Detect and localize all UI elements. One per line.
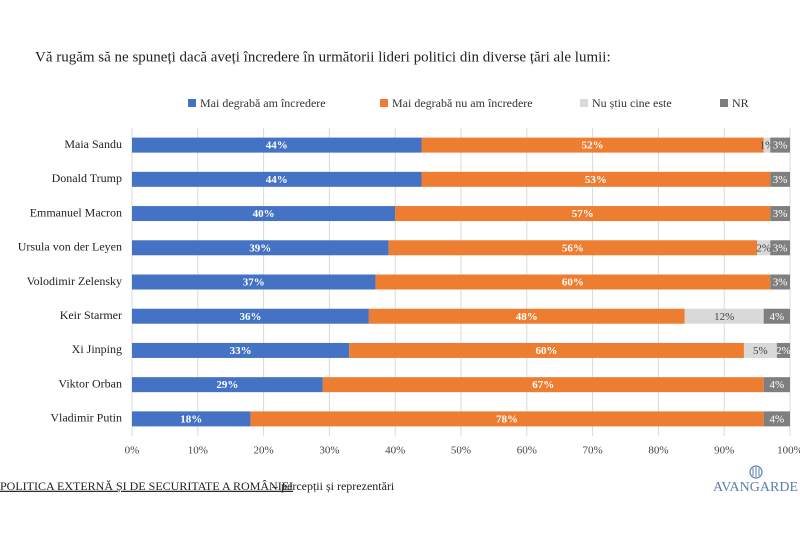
- bar-segment: [388, 240, 758, 256]
- legend-label: Nu știu cine este: [592, 96, 672, 110]
- x-tick-label: 20%: [254, 445, 274, 457]
- bar-segment: [743, 342, 777, 358]
- bar-segment: [763, 308, 790, 324]
- data-label: 3%: [773, 208, 788, 220]
- bar-segment: [770, 137, 790, 153]
- data-label: 36%: [239, 311, 261, 323]
- data-label: 3%: [773, 174, 788, 186]
- bar-segment: [132, 240, 389, 256]
- data-label: 56%: [562, 242, 584, 254]
- data-label: 57%: [572, 208, 594, 220]
- bar-segment: [776, 342, 790, 358]
- y-tick-label: Emmanuel Macron: [30, 205, 122, 219]
- x-tick-label: 30%: [319, 445, 339, 457]
- data-label: 37%: [243, 277, 265, 289]
- data-label: 3%: [773, 140, 788, 152]
- chart-title: Vă rugăm să ne spuneți dacă aveți încred…: [35, 49, 611, 65]
- y-tick-label: Donald Trump: [52, 171, 122, 185]
- bar-segment: [132, 137, 422, 153]
- data-label: 2%: [776, 345, 791, 357]
- y-tick-label: Keir Starmer: [60, 308, 122, 322]
- data-label: 60%: [562, 277, 584, 289]
- data-label: 18%: [180, 413, 202, 425]
- x-tick-label: 40%: [385, 445, 405, 457]
- bar-segment: [770, 240, 790, 256]
- data-label: 12%: [714, 311, 734, 323]
- x-tick-label: 60%: [517, 445, 537, 457]
- data-label: 2%: [756, 242, 771, 254]
- legend-swatch: [380, 99, 388, 107]
- bar-segment: [132, 342, 350, 358]
- data-label: 4%: [770, 413, 785, 425]
- bar-segment: [375, 274, 771, 290]
- data-label: 29%: [216, 379, 238, 391]
- bar-segment: [763, 377, 790, 393]
- bar-segment: [763, 411, 790, 427]
- bar-segment: [132, 274, 376, 290]
- data-label: 53%: [585, 174, 607, 186]
- x-tick-label: 100%: [777, 445, 800, 457]
- data-label: 4%: [770, 379, 785, 391]
- bar-segment: [770, 274, 790, 290]
- data-label: 5%: [753, 345, 768, 357]
- data-label: 52%: [582, 140, 604, 152]
- x-tick-label: 90%: [714, 445, 734, 457]
- bar-segment: [421, 171, 771, 187]
- bar-segment: [763, 137, 771, 153]
- y-tick-label: Volodimir Zelensky: [27, 274, 122, 288]
- bar-segment: [770, 206, 790, 222]
- footer-title: POLITICA EXTERNĂ ȘI DE SECURITATE A ROMÂ…: [0, 479, 293, 493]
- legend-swatch: [580, 99, 588, 107]
- bar-segment: [770, 171, 790, 187]
- bar-segment: [349, 342, 744, 358]
- data-label: 3%: [773, 277, 788, 289]
- bar-segment: [322, 377, 764, 393]
- logo: AVANGARDE: [713, 480, 798, 495]
- y-tick-label: Viktor Orban: [58, 376, 122, 390]
- data-label: 60%: [536, 345, 558, 357]
- x-tick-label: 10%: [188, 445, 208, 457]
- y-tick-label: Maia Sandu: [64, 137, 122, 151]
- data-label: 3%: [773, 242, 788, 254]
- footer-subtitle: – percepții și reprezentări: [271, 479, 395, 493]
- bar-segment: [132, 377, 323, 393]
- legend-label: Mai degrabă nu am încredere: [392, 96, 533, 110]
- legend-label: NR: [732, 96, 749, 110]
- data-label: 4%: [770, 311, 785, 323]
- y-tick-label: Xi Jinping: [72, 342, 122, 356]
- bar-segment: [757, 240, 771, 256]
- data-label: 67%: [532, 379, 554, 391]
- y-tick-label: Vladimir Putin: [50, 411, 122, 425]
- data-label: 44%: [266, 140, 288, 152]
- data-label: 39%: [249, 242, 271, 254]
- bar-segment: [132, 206, 396, 222]
- bar-segment: [421, 137, 764, 153]
- x-tick-label: 0%: [125, 445, 140, 457]
- data-label: 44%: [266, 174, 288, 186]
- x-tick-label: 80%: [648, 445, 668, 457]
- data-label: 78%: [496, 413, 518, 425]
- legend-swatch: [188, 99, 196, 107]
- y-tick-label: Ursula von der Leyen: [18, 240, 122, 254]
- legend-label: Mai degrabă am încredere: [200, 96, 326, 110]
- bar-segment: [132, 308, 369, 324]
- bar-segment: [368, 308, 685, 324]
- bar-segment: [132, 411, 251, 427]
- data-label: 33%: [230, 345, 252, 357]
- data-label: 48%: [516, 311, 538, 323]
- bar-segment: [684, 308, 764, 324]
- bar-segment: [395, 206, 771, 222]
- data-label: 40%: [253, 208, 275, 220]
- x-tick-label: 70%: [583, 445, 603, 457]
- legend-swatch: [720, 99, 728, 107]
- logo-icon: [749, 465, 763, 479]
- bar-segment: [132, 171, 422, 187]
- x-tick-label: 50%: [451, 445, 471, 457]
- bar-segment: [250, 411, 764, 427]
